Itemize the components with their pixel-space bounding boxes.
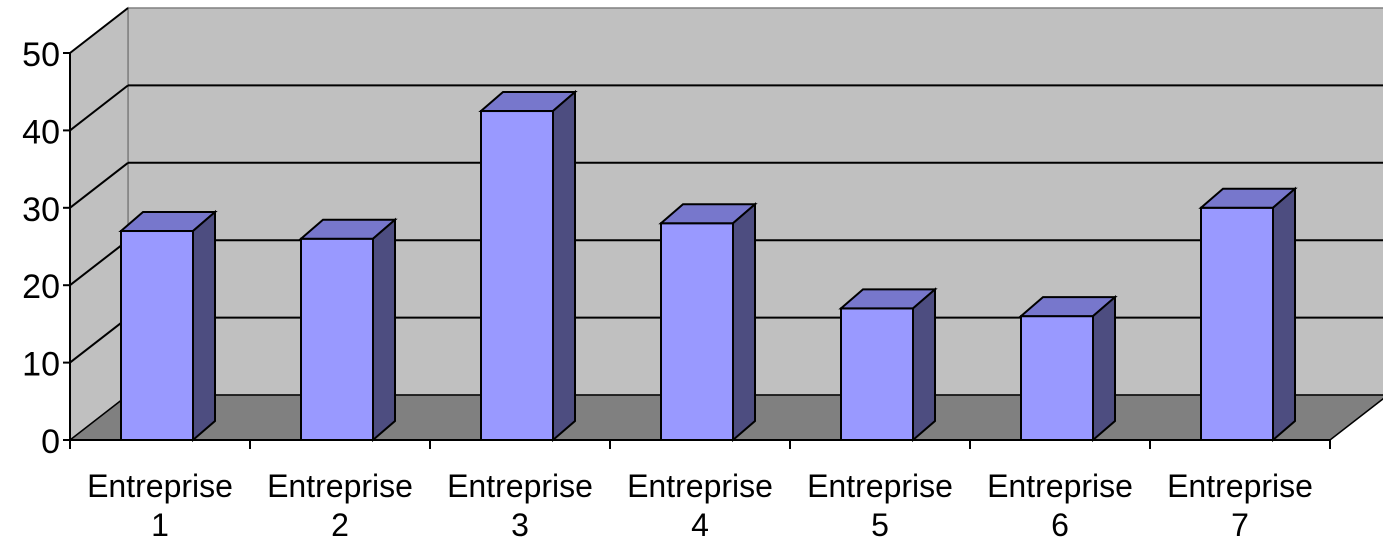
side-wall <box>69 6 129 442</box>
x-tick-label: Entreprise 7 <box>1167 468 1313 543</box>
x-tick-label-line2: 3 <box>511 507 529 543</box>
bar <box>1018 294 1118 443</box>
bar-side <box>192 209 216 443</box>
y-tick-label: 40 <box>22 113 60 151</box>
bar <box>118 209 218 443</box>
bar-side <box>372 217 396 443</box>
x-tick-label-line1: Entreprise <box>267 468 413 504</box>
y-tick-label: 30 <box>22 191 60 229</box>
bar <box>658 202 758 443</box>
x-tick-label-line2: 2 <box>331 507 349 543</box>
bars <box>118 89 1298 443</box>
bar <box>298 217 398 443</box>
gridline-side <box>69 162 129 209</box>
bar-side <box>912 287 936 443</box>
bar-side <box>552 89 576 443</box>
bar-front <box>120 230 194 441</box>
bar-front <box>300 237 374 441</box>
x-tick-label-line1: Entreprise <box>627 468 773 504</box>
bar-front <box>840 307 914 442</box>
x-tick-label-line1: Entreprise <box>987 468 1133 504</box>
gridline-side <box>69 7 129 54</box>
bar-side <box>732 202 756 443</box>
bar-front <box>1200 206 1274 441</box>
bar <box>1198 186 1298 443</box>
y-tick-label: 10 <box>22 346 60 384</box>
x-tick-label: Entreprise 6 <box>987 468 1133 543</box>
bar-front <box>660 222 734 441</box>
bar-side <box>1272 186 1296 443</box>
x-tick-label-line2: 7 <box>1231 507 1249 543</box>
y-tick-labels: 0 10 20 30 40 50 <box>22 36 60 461</box>
gridline-side <box>69 84 129 132</box>
gridline-side <box>69 239 129 286</box>
x-tick-label-line1: Entreprise <box>447 468 593 504</box>
bar-front <box>480 110 554 442</box>
y-tick-label: 0 <box>41 423 60 461</box>
y-tick-label: 50 <box>22 36 60 74</box>
bar-front <box>1020 315 1094 441</box>
x-tick-label-line1: Entreprise <box>87 468 233 504</box>
x-tick-label: Entreprise 5 <box>807 468 953 543</box>
x-tick-label-line2: 6 <box>1051 507 1069 543</box>
axes <box>63 52 1331 449</box>
x-tick-label-line1: Entreprise <box>807 468 953 504</box>
x-tick-label: Entreprise 2 <box>267 468 413 543</box>
bar <box>838 287 938 443</box>
y-tick-label: 20 <box>22 268 60 306</box>
bar <box>478 89 578 443</box>
x-tick-label: Entreprise 1 <box>87 468 233 543</box>
x-tick-label-line2: 1 <box>151 507 169 543</box>
x-tick-label: Entreprise 4 <box>627 468 773 543</box>
x-tick-label-line2: 5 <box>871 507 889 543</box>
x-tick-label-line1: Entreprise <box>1167 468 1313 504</box>
x-tick-label: Entreprise 3 <box>447 468 593 543</box>
x-tick-label-line2: 4 <box>691 507 709 543</box>
bar-side <box>1092 294 1116 443</box>
gridline-side <box>69 316 129 364</box>
